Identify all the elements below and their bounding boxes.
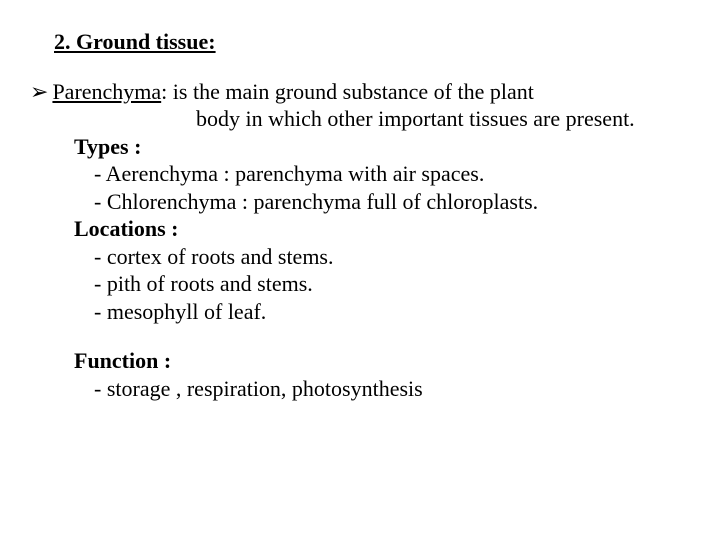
function-block: Function : - storage , respiration, phot… (74, 347, 680, 402)
locations-block: Locations : - cortex of roots and stems.… (74, 215, 680, 325)
function-label: Function : (74, 347, 680, 375)
bullet-line1: Parenchyma: is the main ground substance… (52, 78, 533, 106)
parenchyma-term: Parenchyma (52, 79, 161, 104)
section-heading: 2. Ground tissue: (54, 28, 680, 56)
bullet-line1-rest: : is the main ground substance of the pl… (161, 79, 534, 104)
bullet-line2: body in which other important tissues ar… (196, 105, 680, 133)
locations-item: - pith of roots and stems. (94, 270, 680, 298)
spacer (40, 325, 680, 347)
types-item: - Chlorenchyma : parenchyma full of chlo… (94, 188, 680, 216)
slide-page: 2. Ground tissue: ➢ Parenchyma: is the m… (0, 0, 720, 402)
types-item: - Aerenchyma : parenchyma with air space… (94, 160, 680, 188)
locations-item: - mesophyll of leaf. (94, 298, 680, 326)
parenchyma-bullet: ➢ Parenchyma: is the main ground substan… (30, 78, 680, 106)
locations-item: - cortex of roots and stems. (94, 243, 680, 271)
locations-label: Locations : (74, 215, 680, 243)
bullet-icon: ➢ (30, 78, 48, 106)
types-block: Types : - Aerenchyma : parenchyma with a… (74, 133, 680, 216)
function-item: - storage , respiration, photosynthesis (94, 375, 680, 403)
types-label: Types : (74, 133, 680, 161)
